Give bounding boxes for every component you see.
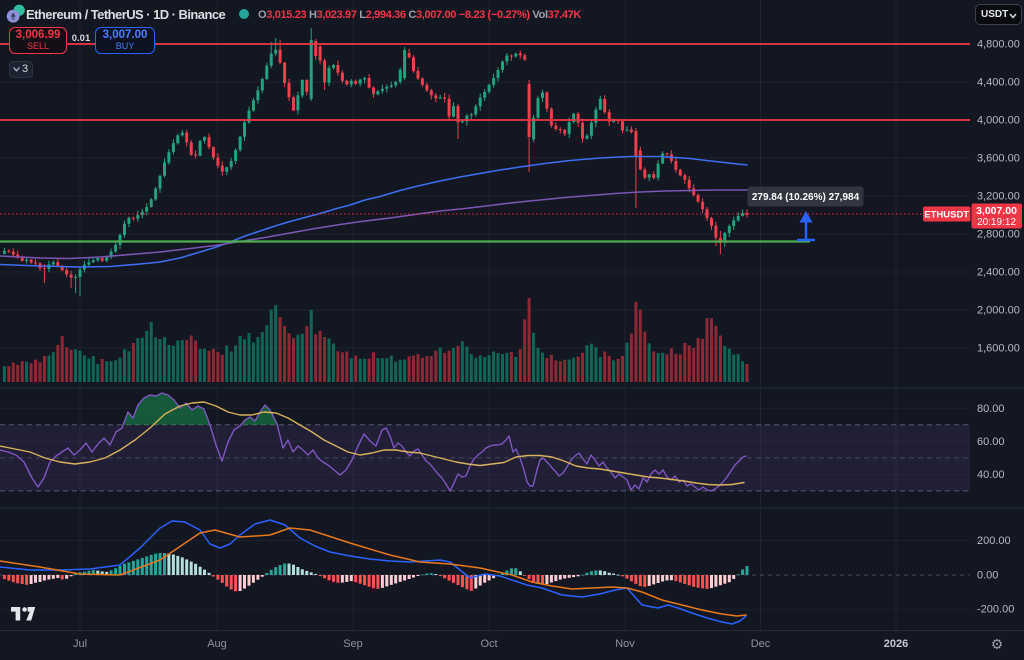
svg-text:40.00: 40.00 xyxy=(977,469,1005,481)
svg-text:60.00: 60.00 xyxy=(977,436,1005,448)
svg-text:2,400.00: 2,400.00 xyxy=(977,267,1020,279)
svg-text:3,007.00: 3,007.00 xyxy=(976,205,1017,217)
svg-text:2026: 2026 xyxy=(884,638,908,650)
svg-text:Aug: Aug xyxy=(207,638,227,650)
svg-text:4,800.00: 4,800.00 xyxy=(977,39,1020,51)
svg-text:2,800.00: 2,800.00 xyxy=(977,229,1020,241)
svg-text:200.00: 200.00 xyxy=(977,535,1011,547)
svg-text:Nov: Nov xyxy=(615,638,635,650)
svg-text:Sep: Sep xyxy=(343,638,363,650)
svg-text:279.84 (10.26%) 27,984: 279.84 (10.26%) 27,984 xyxy=(752,192,860,203)
svg-text:2,000.00: 2,000.00 xyxy=(977,305,1020,317)
svg-text:Oct: Oct xyxy=(480,638,497,650)
svg-text:⚙: ⚙ xyxy=(991,636,1004,652)
svg-text:0.00: 0.00 xyxy=(977,570,998,582)
svg-text:3,600.00: 3,600.00 xyxy=(977,153,1020,165)
svg-text:20:19:12: 20:19:12 xyxy=(977,217,1016,228)
svg-text:80.00: 80.00 xyxy=(977,403,1005,415)
svg-text:Jul: Jul xyxy=(73,638,87,650)
svg-text:4,400.00: 4,400.00 xyxy=(977,77,1020,89)
svg-text:Dec: Dec xyxy=(751,638,771,650)
svg-text:3,200.00: 3,200.00 xyxy=(977,191,1020,203)
svg-text:1,600.00: 1,600.00 xyxy=(977,343,1020,355)
svg-text:ETHUSDT: ETHUSDT xyxy=(924,210,969,221)
svg-text:-200.00: -200.00 xyxy=(977,604,1014,616)
svg-text:4,000.00: 4,000.00 xyxy=(977,115,1020,127)
